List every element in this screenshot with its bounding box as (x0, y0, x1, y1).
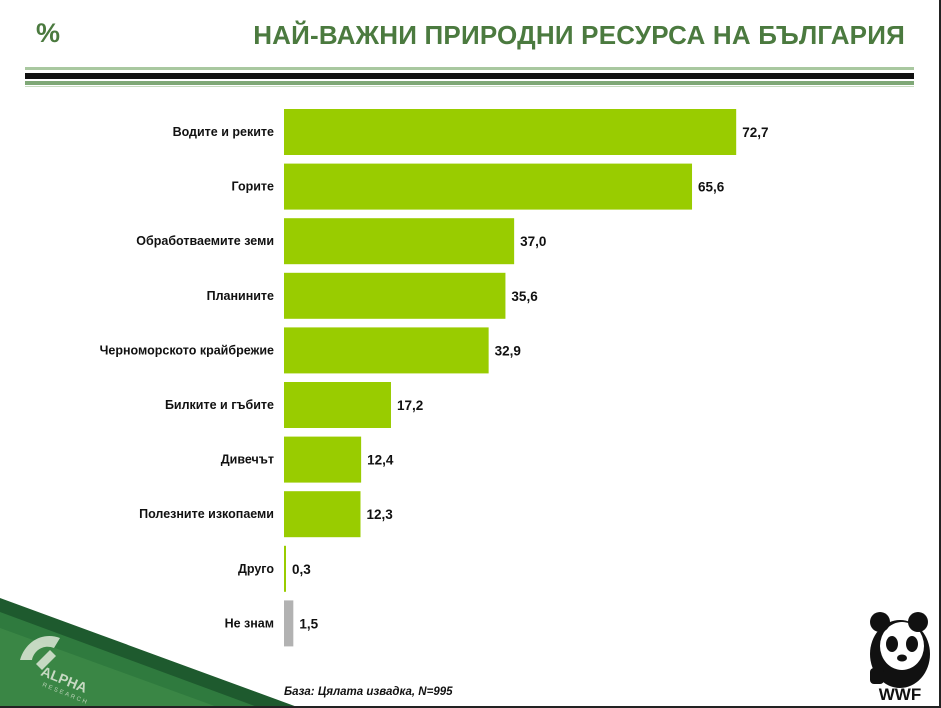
bar (284, 436, 362, 483)
value-label: 37,0 (520, 234, 546, 249)
title-rule-dark (25, 73, 914, 79)
category-label: Полезните изкопаеми (139, 507, 274, 521)
base-note: База: Цялата извадка, N=995 (284, 686, 453, 698)
bar (284, 218, 515, 265)
value-label: 72,7 (742, 125, 768, 140)
title-rule-light (25, 67, 914, 70)
value-label: 35,6 (511, 289, 538, 304)
value-label: 12,3 (367, 507, 394, 522)
category-label: Обработваемите земи (136, 234, 274, 248)
category-label: Друго (238, 562, 274, 576)
title-rule-green (25, 81, 914, 85)
bar (284, 272, 506, 319)
bar (284, 600, 294, 647)
slide-title: НАЙ-ВАЖНИ ПРИРОДНИ РЕСУРСА НА БЪЛГАРИЯ (253, 20, 905, 50)
category-label: Планините (207, 289, 274, 303)
category-label: Черноморското крайбрежие (100, 343, 274, 357)
value-label: 32,9 (495, 343, 521, 358)
wwf-wordmark: WWF (879, 685, 921, 704)
bar (284, 382, 391, 428)
category-label: Не знам (225, 616, 274, 630)
value-label: 1,5 (299, 616, 318, 631)
category-label: Горите (232, 180, 275, 194)
value-label: 65,6 (698, 180, 725, 195)
category-label: Билките и гъбите (165, 398, 274, 412)
value-label: 0,3 (292, 562, 311, 577)
bar (284, 109, 737, 155)
value-label: 17,2 (397, 398, 423, 413)
bar (284, 327, 489, 374)
category-label: Дивечът (221, 453, 274, 467)
alpha-research-corner-logo: ALPHA RESEARCH (0, 598, 300, 708)
category-label: Водите и реките (173, 125, 274, 139)
wwf-panda-logo: WWF (870, 612, 930, 704)
title-rule-faint (25, 86, 914, 87)
percent-symbol: % (36, 18, 61, 48)
bar (284, 491, 361, 538)
value-label: 12,4 (367, 453, 394, 468)
bar (284, 163, 693, 210)
alpha-logo-mark (20, 636, 60, 670)
bar (284, 545, 286, 592)
